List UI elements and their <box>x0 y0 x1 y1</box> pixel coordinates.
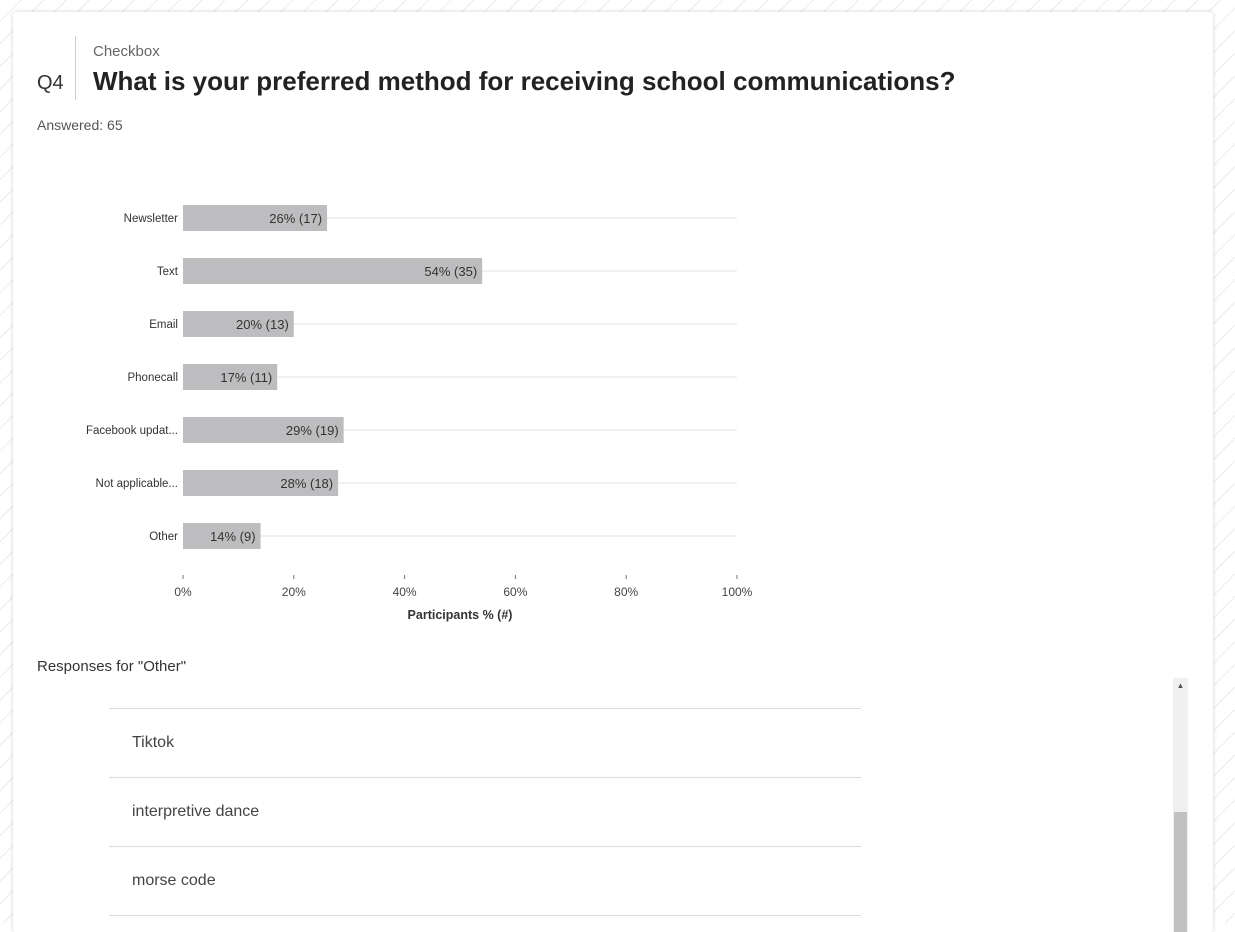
scroll-up-arrow-icon[interactable]: ▲ <box>1176 680 1185 690</box>
question-divider <box>75 36 76 100</box>
category-label: Phonecall <box>127 372 178 384</box>
x-tick-label: 100% <box>722 585 753 599</box>
data-label: 14% (9) <box>210 529 256 544</box>
bar <box>183 364 278 390</box>
scrollbar-thumb[interactable] <box>1174 812 1187 932</box>
response-text: morse code <box>132 872 216 889</box>
data-label: 29% (19) <box>286 423 339 438</box>
data-label: 17% (11) <box>220 370 272 385</box>
question-title: What is your preferred method for receiv… <box>93 66 956 96</box>
x-tick-label: 0% <box>174 585 192 599</box>
data-label: 20% (13) <box>236 317 289 332</box>
category-label: Text <box>157 266 179 278</box>
category-label: Not applicable... <box>96 478 178 490</box>
bar <box>183 311 294 337</box>
responses-scrollbar[interactable]: ▲ <box>1173 678 1188 932</box>
other-responses-heading: Responses for "Other" <box>37 658 187 675</box>
category-label: Newsletter <box>124 213 178 225</box>
question-number: Q4 <box>37 72 64 94</box>
x-axis-label: Participants % (#) <box>408 608 513 622</box>
category-label: Facebook updat... <box>86 425 178 437</box>
data-label: 26% (17) <box>269 211 322 226</box>
x-tick-label: 20% <box>282 585 306 599</box>
question-type: Checkbox <box>93 43 160 60</box>
list-item: morse code <box>109 847 861 916</box>
bar-chart: Newsletter 26% (17) Text 54% (35) Email 20% (… <box>86 205 753 622</box>
question-card: Q4 Checkbox What is your preferred metho… <box>13 12 1213 932</box>
bar <box>183 417 344 443</box>
bar <box>183 258 483 284</box>
answered-count: Answered: 65 <box>37 117 123 133</box>
category-label: Other <box>149 531 178 543</box>
bar <box>183 523 261 549</box>
response-text: interpretive dance <box>132 803 260 820</box>
x-tick-label: 40% <box>393 585 417 599</box>
list-item-partial <box>109 678 861 709</box>
data-label: 54% (35) <box>424 264 477 279</box>
category-label: Email <box>149 319 178 331</box>
response-text: Tiktok <box>132 734 175 751</box>
data-label: 28% (18) <box>280 476 333 491</box>
other-responses-list[interactable]: Tiktok interpretive dance morse code <box>109 678 861 932</box>
bar <box>183 470 339 496</box>
x-tick-label: 80% <box>614 585 638 599</box>
x-tick-label: 60% <box>503 585 527 599</box>
bar <box>183 205 328 231</box>
list-item: Tiktok <box>109 709 861 778</box>
list-item: interpretive dance <box>109 778 861 847</box>
